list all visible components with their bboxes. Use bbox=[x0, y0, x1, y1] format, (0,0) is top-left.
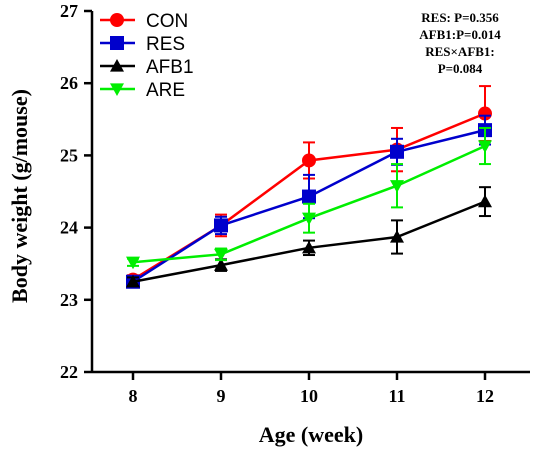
data-point-res bbox=[302, 189, 316, 204]
data-point-are bbox=[126, 256, 140, 270]
series-layer bbox=[126, 85, 492, 289]
data-point-res bbox=[390, 144, 404, 159]
x-tick-label: 11 bbox=[388, 386, 405, 406]
legend-item-con: CON bbox=[100, 11, 188, 32]
stat-interaction: RES×AFB1: bbox=[425, 44, 495, 59]
legend-marker-con bbox=[110, 13, 124, 27]
legend-item-afb1: AFB1 bbox=[100, 57, 194, 78]
data-point-afb1 bbox=[390, 229, 404, 243]
x-axis-title: Age (week) bbox=[259, 422, 363, 447]
legend-item-res: RES bbox=[100, 34, 185, 55]
legend-marker-afb1 bbox=[110, 59, 124, 72]
data-point-con bbox=[302, 153, 316, 168]
y-tick-label: 22 bbox=[60, 362, 78, 382]
data-point-are bbox=[478, 140, 492, 154]
legend-item-are: ARE bbox=[100, 80, 185, 101]
y-tick-label: 26 bbox=[60, 73, 78, 93]
data-point-con bbox=[478, 106, 492, 121]
legend-label-res: RES bbox=[146, 34, 185, 55]
y-axis: 22 23 24 25 26 27 bbox=[60, 1, 94, 382]
y-axis-title: Body weight (g/mouse) bbox=[7, 89, 32, 303]
legend-marker-are bbox=[110, 83, 124, 96]
data-point-afb1 bbox=[214, 258, 228, 271]
x-tick-label: 8 bbox=[129, 386, 138, 406]
legend-marker-res bbox=[110, 36, 124, 50]
legend-label-afb1: AFB1 bbox=[146, 57, 194, 78]
stat-interaction-p: P=0.084 bbox=[438, 61, 483, 76]
x-tick-label: 10 bbox=[300, 386, 318, 406]
y-tick-label: 24 bbox=[60, 218, 78, 238]
x-tick-label: 12 bbox=[476, 386, 494, 406]
data-point-afb1 bbox=[302, 240, 316, 254]
stat-afb1: AFB1:P=0.014 bbox=[419, 27, 501, 42]
stat-res: RES: P=0.356 bbox=[421, 10, 499, 25]
legend-label-are: ARE bbox=[146, 80, 185, 101]
x-axis: 8 9 10 11 12 bbox=[92, 370, 530, 406]
data-point-afb1 bbox=[126, 274, 140, 288]
series-are bbox=[126, 126, 492, 270]
data-point-afb1 bbox=[478, 194, 492, 208]
y-tick-label: 23 bbox=[60, 290, 78, 310]
legend-label-con: CON bbox=[146, 11, 188, 32]
data-point-are bbox=[214, 248, 228, 262]
y-tick-label: 25 bbox=[60, 145, 78, 165]
data-point-are bbox=[302, 212, 316, 226]
data-point-res bbox=[214, 218, 228, 233]
x-tick-label: 9 bbox=[217, 386, 226, 406]
stats-annotation: RES: P=0.356 AFB1:P=0.014 RES×AFB1: P=0.… bbox=[419, 10, 501, 76]
y-tick-label: 27 bbox=[60, 1, 78, 21]
data-point-are bbox=[390, 180, 404, 193]
